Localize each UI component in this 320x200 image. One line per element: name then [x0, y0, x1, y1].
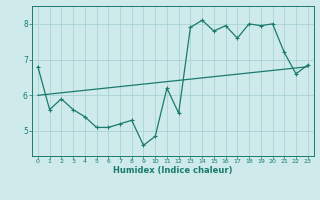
X-axis label: Humidex (Indice chaleur): Humidex (Indice chaleur)	[113, 166, 233, 175]
